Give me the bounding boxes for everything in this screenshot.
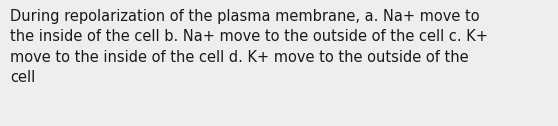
Text: During repolarization of the plasma membrane, a. Na+ move to
the inside of the c: During repolarization of the plasma memb… bbox=[10, 9, 488, 85]
